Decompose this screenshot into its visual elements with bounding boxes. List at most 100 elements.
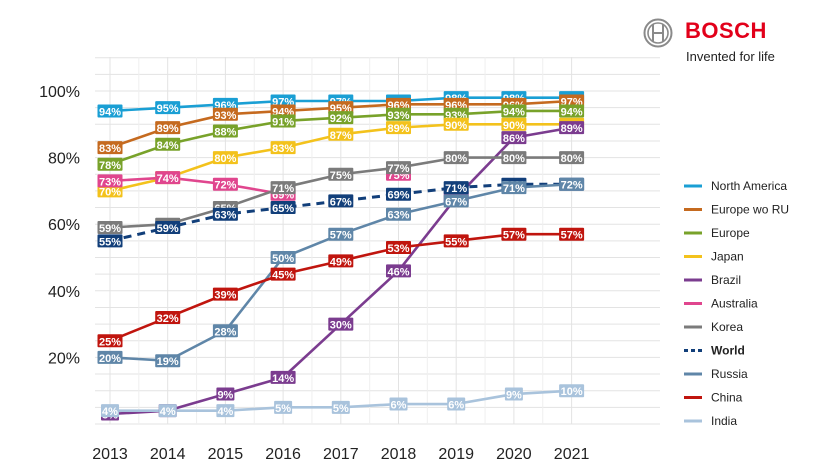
data-label-box (270, 267, 296, 281)
data-label-text: 90% (445, 120, 467, 132)
legend-label: Europe (711, 226, 750, 240)
data-label-text: 91% (272, 116, 294, 128)
data-label-europe: 93% (386, 107, 411, 122)
data-label-text: 10% (561, 386, 583, 398)
data-label-world: 69% (386, 187, 411, 202)
data-label-box (443, 194, 469, 208)
y-tick-label: 80% (48, 151, 80, 168)
data-label-text: 5% (333, 403, 349, 415)
data-label-text: 83% (272, 143, 294, 155)
legend-label: Russia (711, 367, 748, 381)
data-label-china: 55% (443, 234, 469, 248)
data-label-box (97, 141, 123, 155)
data-label-text: 55% (99, 236, 121, 248)
data-label-box (386, 187, 411, 201)
data-label-japan: 70% (97, 184, 123, 198)
data-label-text: 86% (503, 133, 525, 145)
data-label-box (501, 117, 527, 131)
data-label-box (155, 310, 181, 324)
data-label-europe-wo-ru: 89% (155, 121, 181, 135)
data-label-china: 25% (97, 334, 123, 348)
data-label-text: 72% (561, 180, 583, 192)
data-label-box (270, 141, 296, 155)
data-label-world: 55% (97, 234, 123, 248)
data-label-brazil: 30% (328, 317, 354, 332)
data-label-box (443, 97, 469, 111)
data-label-text: 95% (157, 103, 179, 115)
data-label-europe: 91% (270, 114, 296, 128)
data-label-text: 80% (445, 153, 467, 165)
data-label-box (270, 181, 296, 195)
data-label-box (155, 354, 181, 368)
legend-item-japan: Japan (684, 250, 744, 264)
data-label-box (501, 131, 527, 145)
x-tick-label: 2017 (323, 446, 359, 463)
data-label-japan: 90% (501, 117, 527, 132)
data-label-russia: 72% (559, 177, 585, 192)
data-label-text: 77% (387, 163, 409, 175)
brand-tagline: Invented for life (686, 49, 775, 64)
data-label-box (328, 194, 354, 208)
data-label-box (270, 114, 296, 128)
data-label-box (386, 107, 411, 121)
data-label-north-america: 95% (155, 101, 181, 115)
data-label-box (386, 241, 411, 255)
data-label-box (212, 97, 238, 111)
legend-label: Korea (711, 320, 743, 334)
data-label-box (504, 387, 523, 401)
data-label-box (216, 387, 235, 401)
data-label-russia: 19% (155, 354, 181, 368)
data-label-box (212, 207, 238, 221)
data-label-box (212, 287, 238, 301)
data-label-box (270, 94, 296, 108)
data-label-text: 6% (448, 400, 464, 412)
data-label-box (212, 124, 238, 138)
data-label-japan: 87% (328, 127, 354, 142)
data-label-box (559, 104, 585, 118)
data-label-europe: 94% (559, 104, 585, 118)
data-label-text: 80% (503, 153, 525, 165)
data-label-text: 59% (157, 223, 179, 235)
y-tick-label: 40% (48, 284, 80, 301)
data-label-text: 88% (214, 126, 236, 138)
data-label-india: 4% (101, 404, 119, 418)
data-label-europe: 88% (212, 124, 238, 138)
data-label-japan: 83% (270, 141, 296, 155)
data-label-text: 80% (561, 153, 583, 165)
data-label-text: 87% (330, 130, 352, 142)
data-label-box (447, 397, 466, 411)
legend-label: India (711, 414, 737, 428)
y-tick-label: 100% (39, 84, 80, 101)
data-label-korea: 80% (559, 151, 585, 165)
data-label-box (97, 350, 123, 364)
data-label-box (97, 234, 123, 248)
data-label-world: 67% (328, 194, 354, 208)
legend-label: Australia (711, 297, 758, 311)
legend-label: Brazil (711, 273, 741, 287)
data-label-box (443, 117, 469, 131)
data-label-box (97, 221, 123, 235)
data-label-box (212, 151, 238, 165)
series-line-australia (109, 176, 284, 196)
data-label-world: 63% (212, 207, 238, 222)
data-label-box (386, 97, 411, 111)
data-label-brazil: 86% (501, 131, 527, 145)
data-label-text: 78% (99, 160, 121, 172)
data-label-australia: 73% (97, 174, 123, 188)
data-label-box (155, 221, 181, 235)
data-label-box (97, 157, 123, 171)
data-label-box (97, 174, 123, 188)
data-label-text: 63% (387, 210, 409, 222)
data-label-box (389, 397, 408, 411)
data-label-text: 84% (157, 140, 179, 152)
data-label-box (97, 184, 123, 198)
data-label-text: 71% (503, 183, 525, 195)
x-tick-label: 2019 (438, 446, 474, 463)
data-label-korea: 59% (97, 221, 123, 235)
data-label-world: 71% (443, 181, 469, 195)
data-label-korea: 80% (443, 151, 469, 165)
data-label-europe-wo-ru: 93% (212, 107, 238, 122)
data-label-text: 6% (391, 400, 407, 412)
data-label-brazil: 14% (270, 370, 296, 385)
